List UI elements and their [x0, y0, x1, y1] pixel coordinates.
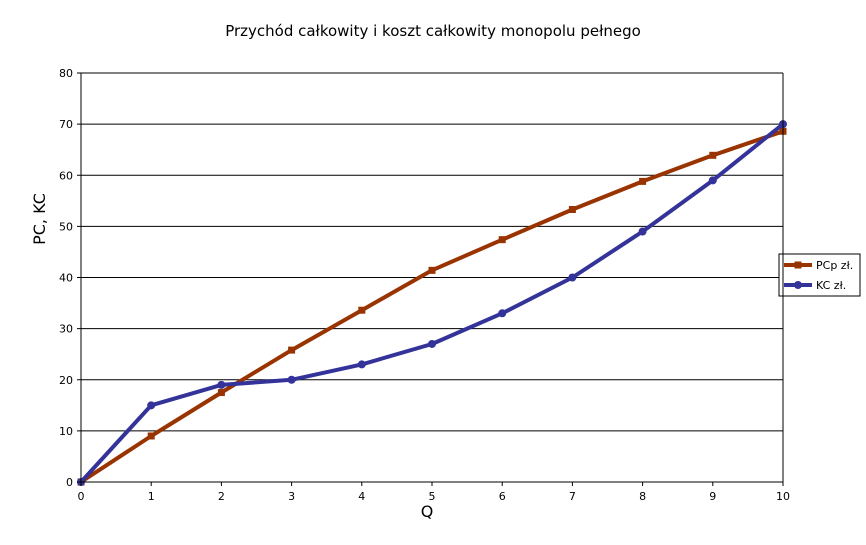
grid	[81, 72, 783, 483]
y-tick-label: 60	[59, 169, 73, 182]
data-point	[638, 227, 647, 236]
y-tick-labels: 0 10 20 30 40 50 60 70 80	[59, 67, 73, 489]
y-tick-label: 50	[59, 220, 73, 233]
legend-label: KC zł.	[816, 279, 846, 292]
x-tick-label: 9	[709, 490, 716, 503]
data-point	[288, 346, 296, 354]
y-tick-label: 10	[59, 425, 73, 438]
legend-label: PCp zł.	[816, 259, 853, 272]
legend-item: KC zł.	[784, 279, 846, 292]
legend: PCp zł. KC zł.	[778, 253, 861, 297]
x-tick-label: 3	[288, 490, 295, 503]
y-tick-label: 80	[59, 67, 73, 80]
data-point	[287, 375, 296, 384]
series-line	[79, 122, 785, 484]
data-point	[498, 309, 507, 318]
x-tick-labels: 0 1 2 3 4 5 6 7 8 9 10	[78, 490, 791, 503]
y-tick-label: 70	[59, 118, 73, 131]
x-tick-label: 0	[78, 490, 85, 503]
legend-item: PCp zł.	[784, 259, 853, 272]
data-point	[357, 360, 366, 369]
legend-marker	[794, 281, 802, 289]
data-point	[428, 339, 436, 348]
y-axis-label: PC, KC	[30, 193, 49, 245]
legend-marker	[794, 261, 802, 269]
x-tick-label: 1	[148, 490, 155, 503]
legend-items: PCp zł. KC zł.	[784, 259, 853, 292]
data-point	[498, 236, 506, 244]
data-point	[217, 380, 226, 389]
data-point	[568, 273, 577, 282]
x-tick-label: 2	[218, 490, 225, 503]
series-line	[79, 129, 785, 484]
data-point	[147, 401, 156, 410]
series-1	[77, 120, 787, 486]
x-tick-label: 7	[569, 490, 576, 503]
legend-box	[778, 253, 861, 297]
x-tick-label: 6	[499, 490, 506, 503]
data-point	[568, 206, 576, 214]
x-axis-label: Q	[421, 502, 434, 521]
x-tick-label: 5	[429, 490, 436, 503]
x-tick-label: 4	[358, 490, 365, 503]
y-tick-label: 0	[66, 476, 73, 489]
y-tick-label: 40	[59, 272, 73, 285]
x-tick-label: 10	[776, 490, 790, 503]
data-point	[358, 306, 366, 314]
data-point	[709, 151, 717, 159]
y-tick-label: 20	[59, 374, 73, 387]
x-tick-label: 8	[639, 490, 646, 503]
data-point	[428, 266, 436, 274]
chart-title: Przychód całkowity i koszt całkowity mon…	[225, 22, 641, 40]
series-0	[77, 127, 787, 486]
data-point	[708, 176, 717, 185]
data-point	[147, 432, 155, 440]
data-point	[217, 389, 225, 397]
y-tick-label: 30	[59, 323, 73, 336]
data-point	[639, 177, 647, 185]
axes	[77, 72, 784, 486]
